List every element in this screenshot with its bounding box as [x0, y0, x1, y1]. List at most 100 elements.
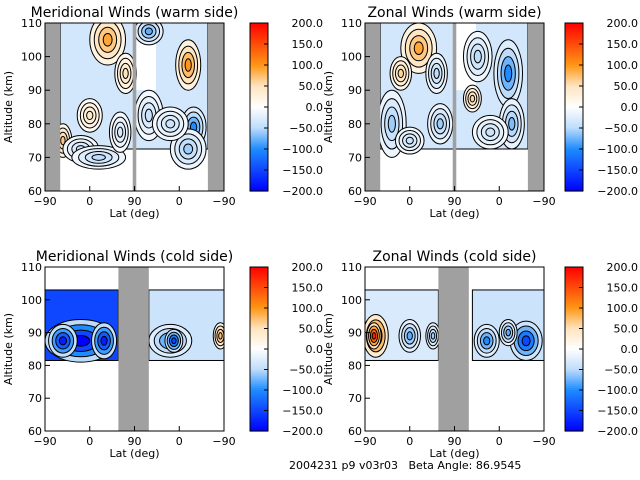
- colorbar-swatch: [250, 44, 268, 47]
- colorbar-swatch: [250, 312, 268, 315]
- colorbar-tick-label: −200.0: [597, 185, 638, 198]
- colorbar-swatch: [565, 60, 583, 64]
- colorbar-tick-label: 200.0: [292, 261, 324, 274]
- colorbar-swatch: [565, 125, 583, 129]
- colorbar-swatch: [565, 180, 583, 184]
- contour-level: [387, 114, 396, 133]
- colorbar-swatch: [250, 355, 268, 358]
- colorbar-swatch: [565, 289, 583, 293]
- colorbar-swatch: [250, 130, 268, 133]
- colorbar-swatch: [565, 297, 583, 301]
- y-axis-label: Altitude (km): [322, 71, 335, 143]
- colorbar-swatch: [565, 398, 583, 401]
- colorbar-swatch: [565, 383, 583, 387]
- colorbar-swatch: [565, 31, 583, 35]
- colorbar-swatch: [565, 287, 583, 291]
- colorbar-swatch: [565, 39, 583, 43]
- colorbar-swatch: [250, 426, 268, 430]
- colorbar-swatch: [565, 65, 583, 68]
- colorbar-swatch: [565, 35, 583, 39]
- colorbar-swatch: [565, 365, 583, 369]
- colorbar-tick-label: 150.0: [292, 282, 324, 295]
- colorbar-swatch: [565, 44, 583, 47]
- colorbar-swatch: [250, 394, 268, 397]
- colorbar-tick-label: −100.0: [597, 143, 638, 156]
- colorbar-swatch: [565, 396, 583, 399]
- colorbar-tick-label: 50.0: [614, 323, 639, 336]
- colorbar-swatch: [565, 367, 583, 371]
- colorbar-swatch: [565, 146, 583, 150]
- no-data-band: [207, 23, 224, 191]
- x-tick-label: 0: [406, 195, 413, 208]
- colorbar-swatch: [250, 69, 268, 72]
- colorbar-swatch: [565, 299, 583, 303]
- colorbar-swatch: [565, 361, 583, 364]
- colorbar-swatch: [250, 37, 268, 41]
- colorbar-swatch: [565, 424, 583, 428]
- contour-level: [58, 336, 67, 346]
- colorbar-swatch: [565, 418, 583, 422]
- colorbar-swatch: [250, 328, 268, 332]
- colorbar-swatch: [250, 336, 268, 340]
- colorbar-tick-label: 0.0: [306, 343, 324, 356]
- colorbar-swatch: [565, 275, 583, 278]
- colorbar-swatch: [250, 67, 268, 70]
- colorbar-swatch: [250, 29, 268, 32]
- colorbar-swatch: [250, 365, 268, 369]
- colorbar-swatch: [565, 373, 583, 377]
- colorbar-swatch: [250, 121, 268, 125]
- colorbar-swatch: [250, 79, 268, 83]
- y-tick-label: 90: [28, 327, 42, 340]
- colorbar-swatch: [250, 119, 268, 123]
- colorbar-swatch: [565, 136, 583, 140]
- colorbar-swatch: [565, 334, 583, 338]
- colorbar-swatch: [565, 144, 583, 148]
- colorbar-swatch: [250, 428, 268, 432]
- colorbar-swatch: [250, 334, 268, 338]
- colorbar-swatch: [565, 303, 583, 307]
- y-tick-label: 70: [348, 392, 362, 405]
- colorbar-swatch: [565, 412, 583, 416]
- colorbar-swatch: [565, 41, 583, 45]
- colorbar-swatch: [250, 167, 268, 171]
- colorbar-swatch: [565, 115, 583, 119]
- colorbar-swatch: [250, 60, 268, 64]
- y-tick-label: 70: [28, 392, 42, 405]
- contour-level: [504, 64, 513, 83]
- colorbar-swatch: [250, 142, 268, 146]
- colorbar-swatch: [565, 113, 583, 116]
- colorbar-swatch: [565, 359, 583, 362]
- colorbar-tick-label: 200.0: [292, 17, 324, 30]
- colorbar-swatch: [565, 279, 583, 282]
- colorbar-tick-label: 0.0: [621, 101, 639, 114]
- contour-level: [485, 127, 496, 137]
- contour-level: [436, 118, 444, 130]
- colorbar-swatch: [565, 174, 583, 177]
- colorbar-swatch: [565, 25, 583, 28]
- colorbar-tick-label: −150.0: [282, 405, 323, 418]
- colorbar-swatch: [250, 144, 268, 148]
- colorbar-swatch: [565, 142, 583, 146]
- chart-title: Zonal Winds (cold side): [373, 249, 537, 265]
- colorbar-swatch: [565, 422, 583, 426]
- plot-area: [365, 23, 544, 191]
- colorbar-swatch: [565, 94, 583, 98]
- colorbar-swatch: [250, 136, 268, 140]
- y-tick-label: 110: [341, 261, 362, 274]
- colorbar-swatch: [565, 111, 583, 114]
- contour-level: [91, 153, 106, 161]
- colorbar-swatch: [565, 312, 583, 315]
- colorbar-swatch: [250, 381, 268, 385]
- colorbar-swatch: [565, 52, 583, 56]
- colorbar-swatch: [565, 416, 583, 420]
- colorbar-swatch: [565, 402, 583, 405]
- contour-level: [184, 58, 192, 72]
- plot-area: [45, 267, 224, 431]
- colorbar-swatch: [250, 155, 268, 158]
- colorbar-swatch: [250, 332, 268, 336]
- colorbar-tick-label: 50.0: [299, 80, 324, 93]
- colorbar-swatch: [250, 65, 268, 68]
- colorbar-swatch: [250, 35, 268, 39]
- panel-3: Meridional Winds (cold side) 60 70 80 90 100 1…: [2, 249, 323, 460]
- colorbar-swatch: [565, 67, 583, 70]
